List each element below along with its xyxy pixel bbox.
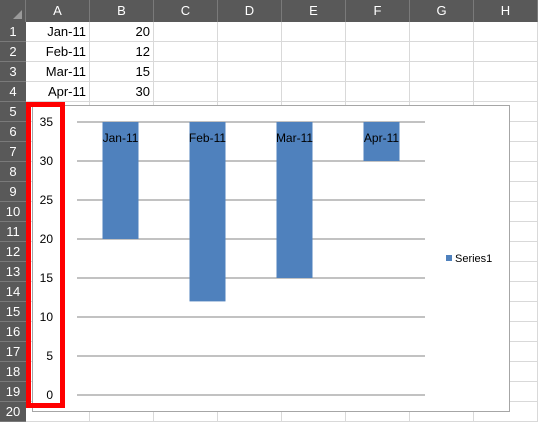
cell-a1[interactable]: Jan-11 — [26, 22, 89, 41]
bar-mar-11 — [276, 122, 313, 278]
column-header-g[interactable]: G — [410, 0, 474, 22]
y-tick-label: 35 — [40, 115, 54, 129]
y-tick-label: 10 — [40, 310, 54, 324]
cell-a2[interactable]: Feb-11 — [26, 42, 89, 61]
column-header-e[interactable]: E — [282, 0, 346, 22]
category-label: Mar-11 — [276, 131, 313, 145]
row-header-19[interactable]: 19 — [0, 382, 26, 402]
row-header-16[interactable]: 16 — [0, 322, 26, 342]
y-tick-label: 0 — [46, 388, 53, 402]
row-header-14[interactable]: 14 — [0, 282, 26, 302]
row-header-2[interactable]: 2 — [0, 42, 26, 62]
category-label: Apr-11 — [364, 131, 399, 145]
y-tick-label: 20 — [40, 232, 54, 246]
row-gridline — [26, 41, 538, 42]
cell-b1[interactable]: 20 — [90, 22, 153, 41]
cell-b4[interactable]: 30 — [90, 82, 153, 101]
column-header-f[interactable]: F — [346, 0, 410, 22]
legend-label: Series1 — [455, 253, 492, 265]
row-header-11[interactable]: 11 — [0, 222, 26, 242]
row-header-12[interactable]: 12 — [0, 242, 26, 262]
row-header-1[interactable]: 1 — [0, 22, 26, 42]
row-header-10[interactable]: 10 — [0, 202, 26, 222]
row-header-4[interactable]: 4 — [0, 82, 26, 102]
y-tick-label: 5 — [46, 349, 53, 363]
row-header-5[interactable]: 5 — [0, 102, 26, 122]
cell-b2[interactable]: 12 — [90, 42, 153, 61]
row-header-6[interactable]: 6 — [0, 122, 26, 142]
row-header-8[interactable]: 8 — [0, 162, 26, 182]
chart[interactable]: 35 30 25 20 15 10 5 0 Jan-11 Feb-11 Mar-11 Apr-11 Se… — [32, 105, 510, 412]
category-label: Jan-11 — [103, 131, 139, 145]
cell-a3[interactable]: Mar-11 — [26, 62, 89, 81]
column-header-d[interactable]: D — [218, 0, 282, 22]
column-header-c[interactable]: C — [154, 0, 218, 22]
bar-apr-11 — [363, 122, 400, 161]
row-header-13[interactable]: 13 — [0, 262, 26, 282]
row-gridline — [26, 101, 538, 102]
bar-jan-11 — [102, 122, 139, 239]
row-header-15[interactable]: 15 — [0, 302, 26, 322]
bar-feb-11 — [189, 122, 226, 302]
cell-a4[interactable]: Apr-11 — [26, 82, 89, 101]
row-header-3[interactable]: 3 — [0, 62, 26, 82]
row-header-9[interactable]: 9 — [0, 182, 26, 202]
chart-canvas: 35 30 25 20 15 10 5 0 Jan-11 Feb-11 Mar-11 Apr-11 Se… — [40, 115, 493, 402]
select-all-triangle-icon — [13, 10, 22, 19]
column-header-h[interactable]: H — [474, 0, 538, 22]
column-header-a[interactable]: A — [26, 0, 90, 22]
y-tick-label: 30 — [40, 154, 54, 168]
row-header-7[interactable]: 7 — [0, 142, 26, 162]
category-label: Feb-11 — [189, 131, 226, 145]
row-gridline — [26, 61, 538, 62]
cell-b3[interactable]: 15 — [90, 62, 153, 81]
axis-highlight-box — [26, 102, 65, 408]
column-header-b[interactable]: B — [90, 0, 154, 22]
row-header-18[interactable]: 18 — [0, 362, 26, 382]
legend-swatch — [446, 255, 452, 261]
row-header-20[interactable]: 20 — [0, 402, 26, 422]
select-all-corner[interactable] — [0, 0, 26, 22]
row-gridline — [26, 81, 538, 82]
y-tick-label: 25 — [40, 193, 54, 207]
row-header-17[interactable]: 17 — [0, 342, 26, 362]
y-tick-label: 15 — [40, 271, 54, 285]
